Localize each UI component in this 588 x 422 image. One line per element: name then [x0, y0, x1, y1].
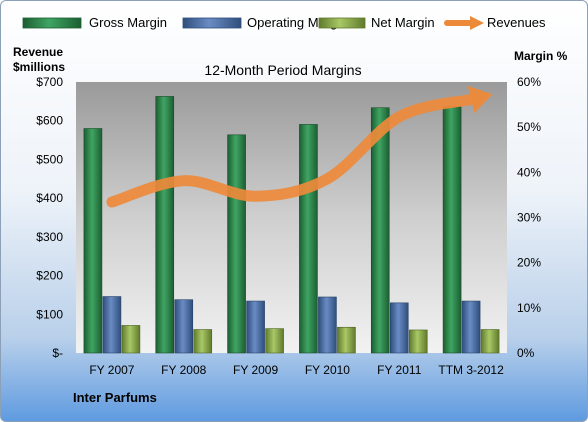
left-tick-label: $600 — [36, 114, 63, 128]
gross-margin-bar — [442, 106, 462, 354]
operating-margin-bar — [461, 300, 481, 354]
revenues-line — [106, 85, 493, 208]
right-tick-label: 40% — [517, 165, 541, 179]
right-tick-label: 0% — [517, 346, 535, 360]
left-tick-label: $700 — [36, 75, 63, 89]
left-tick-label: $300 — [36, 230, 63, 244]
left-tick-label: $500 — [36, 152, 63, 166]
category-label: TTM 3-2012 — [438, 363, 504, 377]
net-margin-bar — [121, 325, 141, 354]
category-labels: FY 2007 FY 2008 FY 2009 FY 2010 FY 2011 TTM 3… — [89, 363, 504, 377]
gross-margin-bar — [370, 107, 390, 354]
gross-margin-bar — [155, 96, 175, 354]
right-tick-label: 60% — [517, 75, 541, 89]
legend-label-net-margin: Net Margin — [371, 15, 435, 30]
gross-margin-bar — [227, 134, 246, 354]
revenues-arrowhead — [467, 85, 493, 114]
legend-swatch-gross-margin — [22, 17, 82, 29]
right-tick-label: 10% — [517, 301, 541, 315]
right-tick-label: 20% — [517, 256, 541, 270]
category-label: FY 2011 — [377, 363, 422, 377]
category-label: FY 2010 — [305, 363, 350, 377]
left-axis-title-line2: $millions — [13, 60, 65, 74]
left-tick-label: $- — [52, 346, 63, 360]
net-margin-bar — [337, 326, 356, 354]
legend-item-net-margin: Net Margin — [318, 15, 435, 30]
plot-area — [76, 82, 507, 353]
operating-margin-bar — [246, 300, 265, 354]
operating-margin-bar — [174, 299, 194, 354]
gross-margin-bar — [83, 128, 103, 354]
right-axis-ticks: 0% 10% 20% 30% 40% 50% 60% — [517, 75, 541, 360]
left-tick-label: $400 — [36, 191, 63, 205]
legend-swatch-net-margin — [318, 17, 366, 29]
revenues-line-path — [106, 93, 477, 208]
legend: Gross Margin Operating Margin Net Margin… — [22, 15, 546, 30]
legend-label-revenues: Revenues — [487, 15, 546, 30]
legend-item-revenues: Revenues — [444, 15, 546, 30]
left-tick-label: $200 — [36, 269, 63, 283]
operating-margin-bar — [102, 296, 122, 354]
gross-margin-bar — [299, 124, 318, 354]
left-tick-label: $100 — [36, 307, 63, 321]
net-margin-bar — [408, 329, 428, 354]
left-axis-ticks: $- $100 $200 $300 $400 $500 $600 $700 — [36, 75, 63, 360]
left-axis-title-line1: Revenue — [13, 45, 63, 59]
category-label: FY 2007 — [89, 363, 134, 377]
chart-title: 12-Month Period Margins — [204, 62, 361, 78]
category-label: FY 2009 — [233, 363, 278, 377]
operating-margin-bar — [389, 302, 409, 354]
legend-label-gross-margin: Gross Margin — [89, 15, 167, 30]
category-label: FY 2008 — [161, 363, 206, 377]
company-label: Inter Parfums — [73, 390, 157, 405]
right-axis-title: Margin % — [514, 49, 568, 63]
legend-item-gross-margin: Gross Margin — [22, 15, 167, 30]
legend-swatch-operating-margin — [182, 17, 242, 29]
net-margin-bar — [193, 329, 213, 354]
net-margin-bar — [265, 328, 284, 354]
net-margin-bar — [480, 329, 500, 354]
operating-margin-bar — [318, 296, 337, 354]
right-tick-label: 30% — [517, 211, 541, 225]
legend-swatch-revenues-arrow — [470, 16, 484, 30]
right-tick-label: 50% — [517, 120, 541, 134]
